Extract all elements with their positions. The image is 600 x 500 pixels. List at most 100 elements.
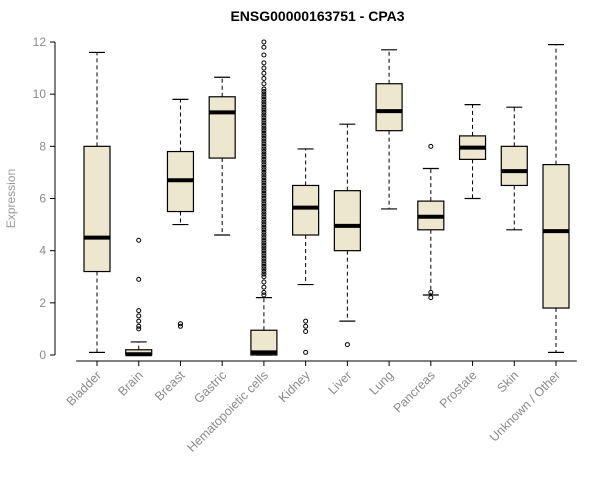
outlier-point — [177, 321, 183, 327]
outlier-point — [261, 185, 267, 191]
outlier-point — [261, 149, 267, 155]
outlier-point — [136, 326, 142, 332]
iqr-box — [208, 96, 236, 159]
outlier-point — [261, 242, 267, 248]
outlier-point — [136, 313, 142, 319]
outlier-point — [136, 308, 142, 314]
outlier-point — [261, 109, 267, 115]
outlier-point — [261, 203, 267, 209]
outlier-point — [136, 318, 142, 324]
y-tick-label: 8 — [39, 139, 46, 153]
outlier-point — [261, 269, 267, 275]
outlier-point — [261, 196, 267, 201]
iqr-box — [292, 184, 320, 236]
outlier-point — [261, 190, 267, 196]
x-category-label: Kidney — [276, 368, 313, 405]
outlier-point — [261, 70, 267, 76]
outlier-point — [261, 237, 267, 243]
outlier-point — [261, 39, 267, 45]
outlier-point — [261, 232, 267, 238]
outlier-point — [261, 86, 267, 92]
outlier-point — [261, 214, 267, 220]
outlier-point — [261, 206, 267, 212]
outlier-point — [261, 193, 267, 199]
iqr-box — [83, 145, 111, 273]
outlier-point — [261, 253, 267, 259]
iqr-box — [542, 163, 570, 309]
outlier-point — [261, 216, 267, 222]
y-tick-label: 12 — [33, 35, 47, 49]
outlier-point — [261, 104, 267, 110]
outlier-point — [261, 141, 267, 147]
outlier-point — [261, 107, 267, 113]
chart-title: ENSG00000163751 - CPA3 — [230, 8, 405, 24]
outlier-point — [136, 323, 142, 329]
x-category-label: Bladder — [64, 368, 104, 408]
box-unknown-other — [542, 44, 570, 353]
outlier-point — [261, 227, 267, 233]
y-tick-label: 2 — [39, 296, 46, 310]
outlier-point — [261, 102, 267, 108]
outlier-point — [261, 60, 267, 66]
outlier-point — [261, 235, 267, 241]
outlier-point — [261, 180, 267, 186]
outlier-point — [261, 261, 267, 267]
outlier-point — [261, 266, 267, 272]
outlier-point — [136, 276, 142, 282]
outlier-point — [261, 162, 267, 168]
outlier-point — [261, 224, 267, 230]
outlier-point — [261, 154, 267, 160]
outlier-point — [261, 211, 267, 217]
x-category-label: Pancreas — [391, 368, 438, 415]
outlier-point — [261, 274, 267, 280]
y-axis-title: Expression — [4, 169, 18, 228]
box-hematopoietic-cells — [250, 39, 278, 356]
outlier-point — [261, 222, 267, 228]
outlier-point — [261, 175, 267, 181]
outlier-point — [261, 201, 267, 207]
y-tick-label: 6 — [39, 192, 46, 206]
x-category-label: Brain — [115, 368, 146, 399]
outlier-point — [261, 292, 267, 298]
y-tick-label: 0 — [39, 348, 46, 362]
outlier-point — [261, 229, 267, 235]
outlier-point — [261, 169, 267, 175]
iqr-box — [500, 145, 528, 187]
outlier-point — [261, 156, 267, 162]
outlier-point — [261, 167, 267, 173]
outlier-point — [261, 99, 267, 105]
outlier-point — [261, 258, 267, 264]
outlier-point — [261, 164, 267, 170]
outlier-point — [344, 342, 350, 348]
outlier-point — [261, 133, 267, 139]
box-bladder — [83, 51, 111, 353]
outlier-point — [261, 89, 267, 95]
outlier-point — [261, 138, 267, 144]
outlier-point — [261, 96, 267, 102]
y-tick-label: 4 — [39, 244, 46, 258]
iqr-box — [375, 83, 403, 132]
outlier-point — [261, 263, 267, 269]
outlier-point — [303, 329, 309, 335]
box-pancreas — [417, 143, 445, 301]
outlier-point — [261, 159, 267, 165]
outlier-point — [261, 120, 267, 126]
outlier-point — [261, 177, 267, 183]
outlier-point — [136, 237, 142, 243]
outlier-point — [261, 289, 267, 295]
x-category-label: Unknown / Other — [487, 368, 563, 444]
y-axis — [50, 41, 56, 356]
outlier-point — [261, 91, 267, 97]
outlier-point — [261, 279, 267, 285]
outlier-point — [261, 125, 267, 131]
x-category-label: Prostate — [437, 368, 480, 411]
outlier-point — [261, 284, 267, 290]
outlier-point — [261, 81, 267, 87]
outlier-point — [428, 289, 434, 295]
outlier-point — [261, 76, 267, 82]
x-axis — [76, 360, 577, 366]
outlier-point — [303, 349, 309, 355]
outlier-point — [261, 143, 267, 149]
box-gastric — [208, 76, 236, 236]
